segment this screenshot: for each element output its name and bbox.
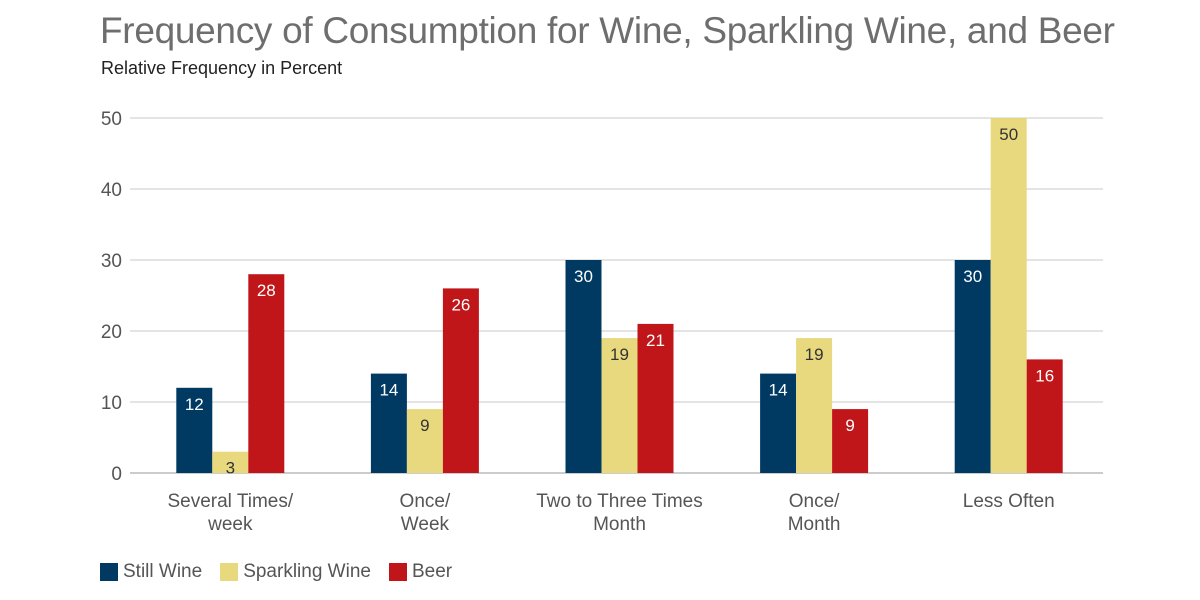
data-label: 30	[963, 267, 982, 286]
bar	[760, 373, 797, 473]
legend-swatch	[100, 563, 118, 581]
chart-legend: Still Wine Sparkling Wine Beer	[100, 561, 470, 583]
y-tick-label: 50	[101, 109, 122, 130]
bar	[637, 323, 674, 473]
bar	[832, 409, 869, 473]
x-tick-label: Month	[593, 514, 646, 535]
data-label: 12	[185, 395, 204, 414]
bar	[406, 409, 443, 473]
data-label: 9	[420, 416, 429, 435]
data-label: 26	[451, 295, 470, 314]
bar	[442, 288, 479, 473]
data-label: 19	[805, 345, 824, 364]
data-label: 14	[769, 381, 788, 400]
y-tick-label: 30	[101, 251, 122, 272]
legend-label: Still Wine	[123, 561, 203, 582]
x-tick-label: week	[207, 514, 253, 535]
data-label: 16	[1035, 366, 1054, 385]
chart-subtitle: Relative Frequency in Percent	[101, 58, 343, 78]
legend-label: Sparkling Wine	[243, 561, 371, 582]
legend-item-still-wine: Still Wine	[100, 561, 202, 583]
data-label: 30	[574, 267, 593, 286]
legend-swatch	[388, 563, 407, 581]
x-tick-label: Several Times/	[167, 491, 293, 512]
bar	[370, 373, 407, 473]
x-tick-label: Less Often	[963, 491, 1055, 512]
y-tick-label: 20	[101, 322, 122, 343]
bar	[601, 338, 638, 473]
bar	[1026, 359, 1063, 473]
bar	[565, 260, 602, 473]
bar	[796, 338, 833, 473]
legend-item-beer: Beer	[388, 561, 453, 583]
bar	[176, 387, 213, 473]
data-label: 50	[999, 125, 1018, 144]
x-tick-label: Once/	[789, 491, 840, 512]
data-label: 19	[610, 345, 629, 364]
y-tick-label: 10	[101, 393, 122, 414]
bar	[990, 118, 1027, 473]
data-label: 21	[646, 331, 665, 350]
x-tick-label: Week	[401, 514, 450, 535]
bar	[212, 451, 249, 473]
bar	[248, 274, 285, 473]
data-label: 9	[845, 416, 854, 435]
y-tick-label: 0	[111, 464, 122, 485]
x-tick-label: Two to Three Times	[536, 491, 703, 512]
bar	[954, 260, 991, 473]
x-tick-label: Month	[788, 514, 841, 535]
legend-swatch	[220, 563, 239, 581]
y-tick-label: 40	[101, 180, 122, 201]
chart-title: Frequency of Consumption for Wine, Spark…	[100, 10, 1115, 51]
x-tick-label: Once/	[400, 491, 451, 512]
legend-item-sparkling-wine: Sparkling Wine	[220, 561, 371, 583]
data-label: 14	[379, 381, 398, 400]
data-label: 28	[257, 281, 276, 300]
legend-label: Beer	[411, 561, 453, 582]
data-label: 3	[226, 459, 235, 478]
